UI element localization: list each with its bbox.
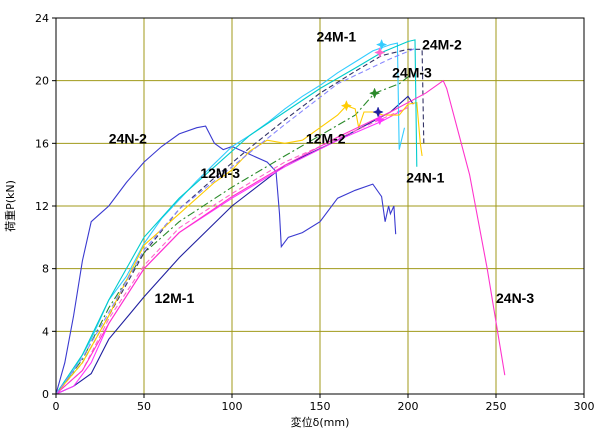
x-axis-title: 変位δ(mm) [291, 415, 350, 429]
x-tick-label: 0 [53, 400, 60, 413]
annotation-24m-2: 24M-2 [422, 36, 462, 52]
series-line-24n-2 [55, 125, 397, 395]
annotation-12m-2: 12M-2 [306, 130, 346, 146]
annotation-12m-3: 12M-3 [200, 165, 240, 181]
y-tick-label: 12 [35, 200, 49, 213]
annotations: 24M-1 24M-2 24M-3 24N-2 12M-2 12M-3 24N-1 12M-1… [109, 29, 535, 307]
series-line-12m-1 [55, 95, 414, 395]
peak-marker [372, 106, 384, 118]
series-line-24n-3 [55, 79, 506, 395]
y-axis-title: 荷重P(kN) [3, 180, 17, 232]
series-line-24n-1 [55, 39, 418, 395]
series-line-12m-3 [55, 72, 414, 395]
annotation-24m-3: 24M-3 [392, 65, 432, 81]
y-axis: 0 4 8 12 16 20 24 [35, 12, 56, 401]
x-tick-label: 200 [398, 400, 419, 413]
peak-marker [374, 114, 386, 126]
x-tick-label: 300 [574, 400, 595, 413]
y-tick-label: 8 [42, 263, 49, 276]
annotation-12m-1: 12M-1 [155, 290, 195, 306]
x-tick-label: 100 [222, 400, 243, 413]
annotation-24n-1: 24N-1 [406, 170, 444, 186]
annotation-24m-1: 24M-1 [316, 29, 356, 45]
peak-marker [368, 87, 381, 99]
y-tick-label: 4 [42, 325, 49, 338]
series-line-24m-1b [55, 47, 418, 395]
y-tick-label: 20 [35, 75, 49, 88]
series-group [55, 39, 506, 395]
annotation-24n-2: 24N-2 [109, 130, 147, 146]
markers-group [340, 38, 388, 126]
annotation-24n-3: 24N-3 [496, 290, 534, 306]
y-tick-label: 24 [35, 12, 49, 25]
peak-marker [375, 38, 388, 51]
peak-marker [374, 46, 386, 59]
peak-marker [340, 100, 353, 112]
x-axis: 0 50 100 150 200 250 300 [53, 394, 595, 413]
x-tick-label: 250 [486, 400, 507, 413]
series-line-24m-2 [55, 48, 425, 395]
x-tick-label: 50 [137, 400, 151, 413]
x-tick-label: 150 [310, 400, 331, 413]
y-tick-label: 0 [42, 388, 49, 401]
series-line-12m-2b [55, 106, 409, 395]
series-line-24m-3 [55, 101, 423, 395]
y-tick-label: 16 [35, 137, 49, 150]
